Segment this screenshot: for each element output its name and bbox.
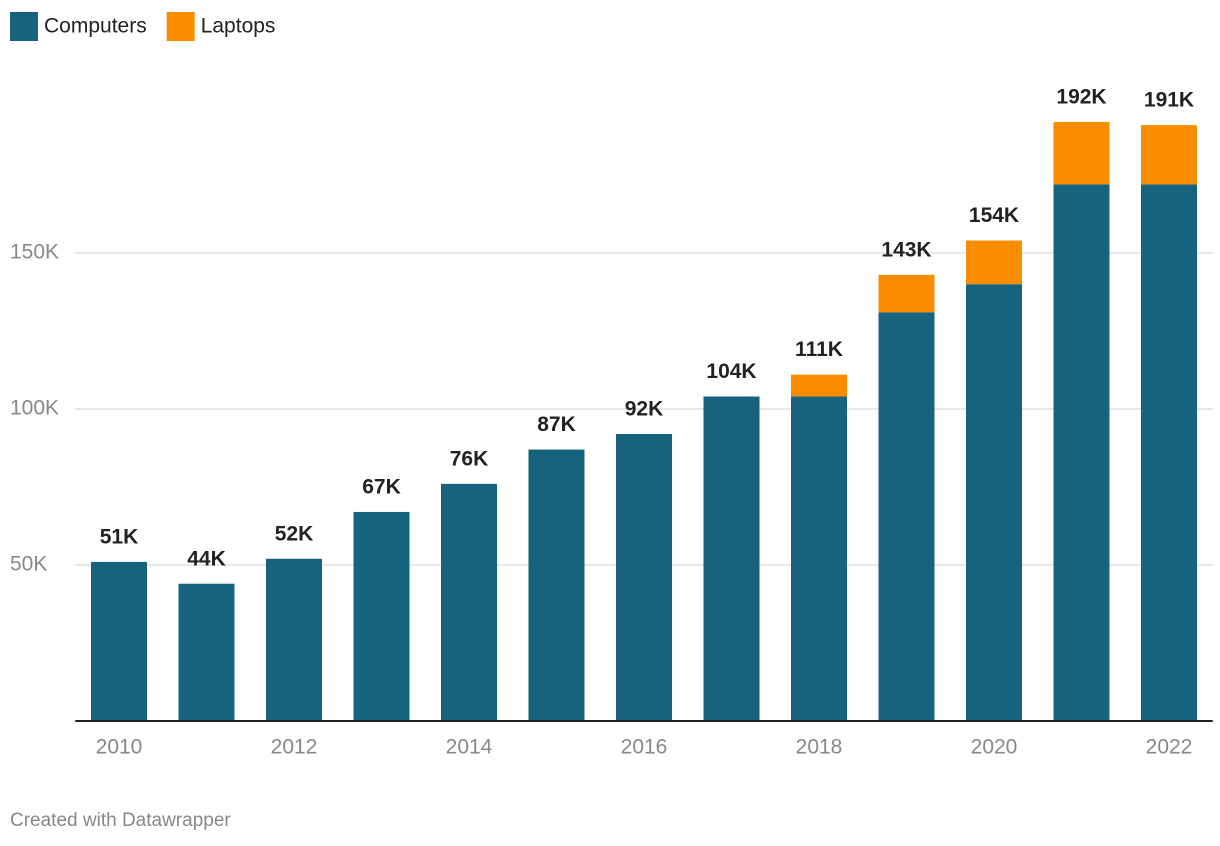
x-tick-label: 2016	[621, 736, 668, 759]
bar-segment	[1141, 125, 1197, 185]
value-label: 51K	[100, 525, 139, 548]
legend-label: Computers	[44, 15, 147, 38]
y-tick-label: 150K	[10, 241, 59, 264]
value-label: 52K	[275, 522, 314, 545]
bar-segment	[878, 274, 935, 313]
bar-segment	[266, 558, 322, 721]
x-tick-label: 2014	[446, 736, 493, 759]
bar-segment	[1141, 184, 1197, 722]
y-tick-label: 50K	[10, 553, 47, 576]
legend-label: Laptops	[201, 15, 276, 38]
value-label: 92K	[625, 398, 664, 421]
bar-segment	[966, 284, 1022, 721]
value-label: 76K	[450, 447, 489, 470]
bar-segment	[703, 396, 760, 721]
bar-segment	[966, 240, 1022, 285]
bar-segment	[791, 396, 847, 721]
value-label: 87K	[537, 413, 576, 436]
bar-segment	[878, 312, 935, 721]
bar-segment	[178, 583, 235, 721]
x-tick-label: 2020	[971, 736, 1018, 759]
bar-segment	[616, 433, 672, 721]
value-label: 143K	[881, 238, 931, 261]
legend-swatch	[10, 12, 38, 41]
value-label: 67K	[362, 476, 401, 499]
legend-swatch	[166, 12, 195, 41]
value-label: 191K	[1144, 89, 1194, 112]
value-label: 44K	[187, 547, 226, 570]
bar-segment	[91, 561, 147, 721]
bar-segment	[791, 374, 847, 397]
y-tick-label: 100K	[10, 397, 59, 420]
bar-segment	[353, 511, 410, 721]
x-tick-label: 2018	[796, 736, 843, 759]
source: Created with Datawrapper	[10, 810, 231, 831]
bar-segment	[1053, 121, 1110, 185]
value-label: 192K	[1056, 86, 1106, 109]
x-tick-label: 2022	[1146, 736, 1193, 759]
value-label: 104K	[706, 360, 756, 383]
bar-segment	[1053, 184, 1110, 722]
x-tick-label: 2010	[96, 736, 143, 759]
x-tick-label: 2012	[271, 736, 318, 759]
value-label: 111K	[795, 338, 843, 361]
bar-segment	[528, 449, 585, 721]
value-label: 154K	[969, 204, 1019, 227]
bar-segment	[441, 483, 497, 721]
